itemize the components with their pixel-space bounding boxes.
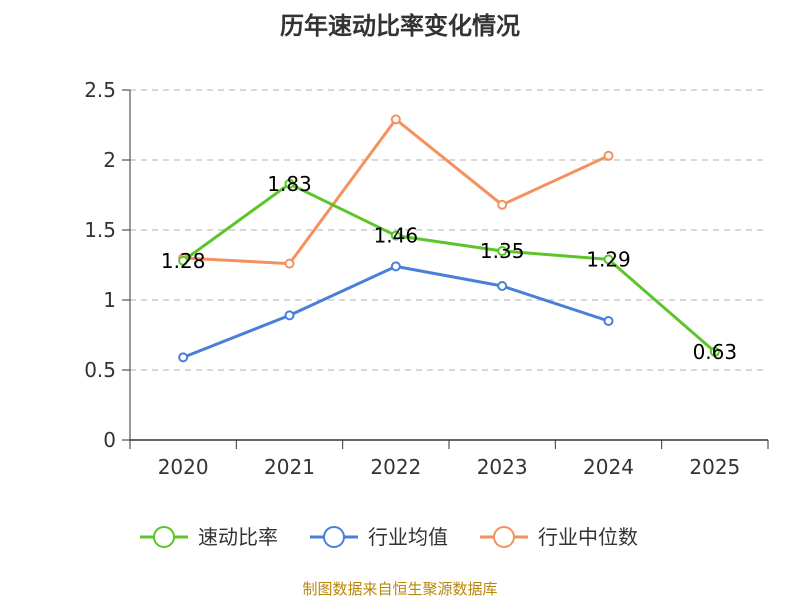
data-label: 1.29 [586, 247, 631, 271]
x-tick-label: 2025 [689, 455, 740, 479]
series-line-0 [182, 182, 716, 353]
data-point [284, 310, 295, 321]
y-tick-label: 1 [103, 288, 116, 312]
data-point [497, 199, 508, 210]
data-point [178, 255, 189, 266]
x-tick-label: 2021 [264, 455, 315, 479]
y-tick-label: 0.5 [84, 358, 116, 382]
data-point [603, 150, 614, 161]
data-label: 1.46 [374, 224, 419, 248]
x-tick-label: 2023 [477, 455, 528, 479]
x-tick-label: 2022 [370, 455, 421, 479]
data-label: 1.28 [161, 249, 206, 273]
data-point [603, 254, 614, 265]
y-tick-label: 2 [103, 148, 116, 172]
grid-lines [130, 89, 768, 371]
legend-marker [493, 526, 515, 548]
legend-item-1: 行业均值 [310, 525, 448, 549]
source-note: 制图数据来自恒生聚源数据库 [302, 580, 498, 598]
data-point [284, 178, 295, 189]
axes: 0 0.5 1 1.5 2 2.5 2020 2021 2022 2023 2024 2025 [84, 78, 769, 479]
data-label: 0.63 [693, 340, 738, 364]
legend-item-2: 行业中位数 [480, 525, 638, 549]
legend-label: 速动比率 [198, 525, 278, 549]
data-point [709, 346, 720, 357]
y-tick-label: 0 [103, 428, 116, 452]
legend-item-0: 速动比率 [140, 525, 278, 549]
data-point [497, 246, 508, 256]
data-label: 1.35 [480, 239, 525, 263]
data-labels: 1.28 1.83 1.46 1.35 1.29 0.63 [161, 172, 737, 364]
legend: 速动比率 行业均值 行业中位数 [140, 525, 638, 549]
series-lines [178, 114, 720, 363]
y-tick-label: 2.5 [84, 78, 116, 102]
data-point [603, 316, 614, 326]
data-point [390, 261, 401, 272]
legend-label: 行业均值 [368, 525, 448, 549]
data-point [390, 230, 401, 241]
legend-marker [153, 526, 175, 548]
series-line-1 [182, 264, 609, 359]
x-tick-label: 2024 [583, 455, 634, 479]
data-point [178, 352, 189, 363]
legend-marker [323, 526, 345, 548]
data-point [390, 114, 401, 125]
data-point [284, 258, 295, 269]
x-tick-label: 2020 [158, 455, 209, 479]
data-label: 1.83 [267, 172, 312, 196]
chart-title: 历年速动比率变化情况 [280, 12, 520, 40]
y-tick-label: 1.5 [84, 218, 116, 242]
data-point [497, 281, 508, 291]
legend-label: 行业中位数 [538, 525, 638, 549]
